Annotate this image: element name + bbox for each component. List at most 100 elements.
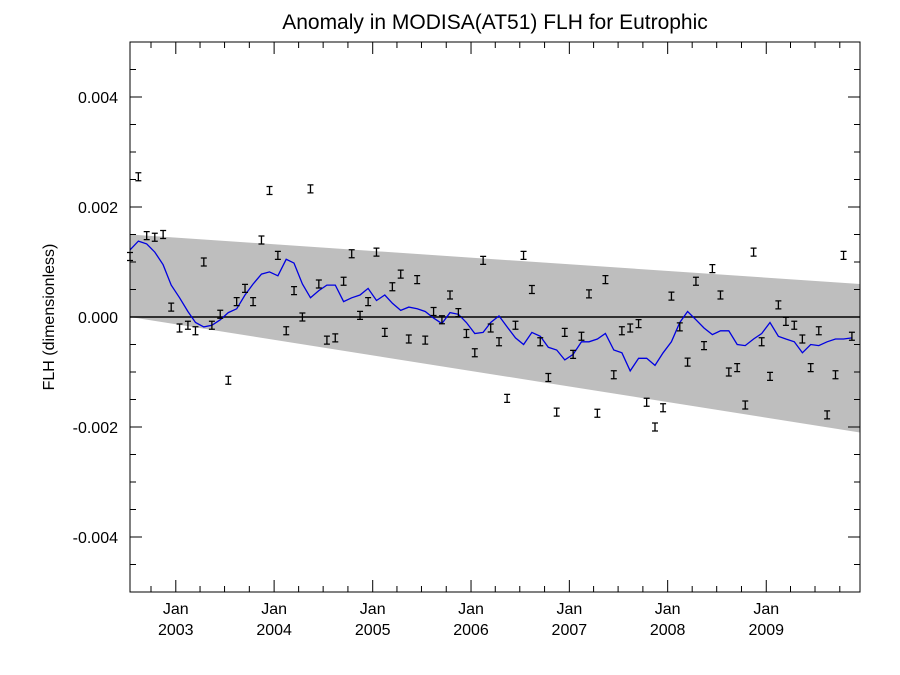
data-point <box>340 276 347 286</box>
data-point <box>668 291 675 301</box>
data-point <box>627 323 634 333</box>
data-point <box>192 326 199 336</box>
data-point <box>848 331 855 341</box>
data-point <box>775 300 782 310</box>
data-point <box>561 327 568 338</box>
data-point <box>602 274 609 285</box>
x-tick-month-label: Jan <box>360 601 386 618</box>
data-point <box>570 349 577 360</box>
data-point <box>725 367 732 377</box>
data-point <box>791 320 798 330</box>
data-point <box>709 263 716 274</box>
data-point <box>160 229 167 240</box>
data-point <box>782 316 789 327</box>
plot-layer <box>127 172 860 433</box>
data-point <box>610 370 617 380</box>
data-point <box>315 279 322 289</box>
data-point <box>512 320 519 330</box>
x-tick-year-label: 2004 <box>256 622 292 639</box>
data-point <box>414 274 421 285</box>
data-point <box>545 372 552 383</box>
data-point <box>586 289 593 299</box>
data-point <box>652 422 659 432</box>
data-point <box>504 393 511 404</box>
x-tick-year-label: 2003 <box>158 622 194 639</box>
data-point <box>480 255 487 265</box>
data-point <box>832 370 839 380</box>
y-tick-label: 0.004 <box>78 90 118 107</box>
data-point <box>676 322 683 332</box>
data-point <box>332 333 339 343</box>
y-tick-label: -0.002 <box>73 420 118 437</box>
data-point <box>307 184 314 194</box>
data-point <box>537 337 544 347</box>
data-point <box>250 296 257 307</box>
data-point <box>397 269 404 279</box>
data-point <box>135 172 142 182</box>
data-point <box>242 283 249 294</box>
data-point <box>274 250 281 261</box>
data-point <box>635 318 642 329</box>
data-point <box>184 320 191 330</box>
data-point <box>799 334 806 344</box>
data-point <box>373 247 380 257</box>
data-point <box>643 397 650 407</box>
data-point <box>594 408 601 418</box>
data-point <box>200 257 207 267</box>
data-point <box>143 230 150 241</box>
data-point <box>553 407 560 417</box>
data-point <box>717 290 724 300</box>
data-point <box>258 235 265 245</box>
data-point <box>225 375 232 385</box>
data-point <box>684 357 691 367</box>
data-point <box>471 348 478 358</box>
data-point <box>323 335 330 345</box>
data-point <box>734 362 741 373</box>
data-point <box>430 306 437 317</box>
y-tick-label: 0.000 <box>78 310 118 327</box>
data-point <box>463 328 470 339</box>
data-point <box>824 410 831 420</box>
y-axis-label: FLH (dimensionless) <box>41 244 58 391</box>
data-point <box>348 249 355 259</box>
data-point <box>233 296 240 307</box>
x-tick-year-label: 2007 <box>552 622 588 639</box>
data-point <box>365 296 372 307</box>
y-tick-label: 0.002 <box>78 200 118 217</box>
data-point <box>389 282 396 292</box>
data-point <box>208 320 215 330</box>
confidence-band <box>130 234 860 433</box>
data-point <box>217 309 224 319</box>
data-point <box>692 276 699 286</box>
x-tick-month-label: Jan <box>556 601 582 618</box>
data-point <box>758 337 765 347</box>
data-point <box>357 310 364 320</box>
x-tick-year-label: 2005 <box>355 622 391 639</box>
y-tick-label: -0.004 <box>73 530 118 547</box>
data-point <box>750 247 757 257</box>
axis-layer: 0.004 0.002 0.000 -0.002 -0.004 Jan 2003 Jan 200… <box>73 41 861 639</box>
data-point <box>840 250 847 261</box>
data-point <box>767 371 774 382</box>
data-point <box>660 403 667 413</box>
data-point <box>701 340 708 351</box>
x-tick-month-label: Jan <box>163 601 189 618</box>
x-tick-year-label: 2008 <box>650 622 686 639</box>
data-point <box>742 400 749 410</box>
data-point <box>807 362 814 373</box>
data-point <box>299 312 306 322</box>
mean-line <box>129 240 852 373</box>
data-point <box>618 326 625 336</box>
x-tick-month-label: Jan <box>458 601 484 618</box>
data-point <box>291 285 298 296</box>
data-point <box>455 307 462 318</box>
data-point <box>151 232 158 242</box>
data-point <box>405 334 412 344</box>
x-tick-month-label: Jan <box>753 601 779 618</box>
data-point <box>176 323 183 333</box>
data-point <box>266 185 273 196</box>
data-point <box>487 323 494 333</box>
data-point <box>528 284 535 295</box>
x-tick-month-label: Jan <box>655 601 681 618</box>
